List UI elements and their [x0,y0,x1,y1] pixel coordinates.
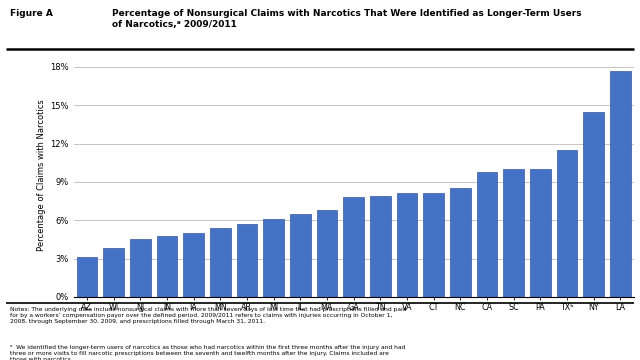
Bar [557,150,577,297]
Bar [610,71,630,297]
Bar [477,172,497,297]
Text: ᵃ  We identified the longer-term users of narcotics as those who had narcotics w: ᵃ We identified the longer-term users of… [10,346,405,360]
Bar [290,214,310,297]
Text: Figure A: Figure A [10,9,52,18]
Bar [103,248,124,297]
Bar [317,210,337,297]
Bar [583,112,604,297]
Bar [263,219,284,297]
Bar [210,228,230,297]
Bar [77,257,97,297]
Text: Percentage of Nonsurgical Claims with Narcotics That Were Identified as Longer-T: Percentage of Nonsurgical Claims with Na… [112,9,582,29]
Y-axis label: Percentage of Claims with Narcotics: Percentage of Claims with Narcotics [37,100,46,251]
Text: Notes: The underlying data include nonsurgical claims with more than seven days : Notes: The underlying data include nonsu… [10,307,406,324]
Bar [503,169,524,297]
Bar [423,193,444,297]
Bar [397,193,417,297]
Bar [450,188,470,297]
Bar [237,224,257,297]
Bar [370,196,390,297]
Bar [530,169,550,297]
Bar [343,197,364,297]
Bar [157,235,177,297]
Bar [130,239,150,297]
Bar [183,233,204,297]
